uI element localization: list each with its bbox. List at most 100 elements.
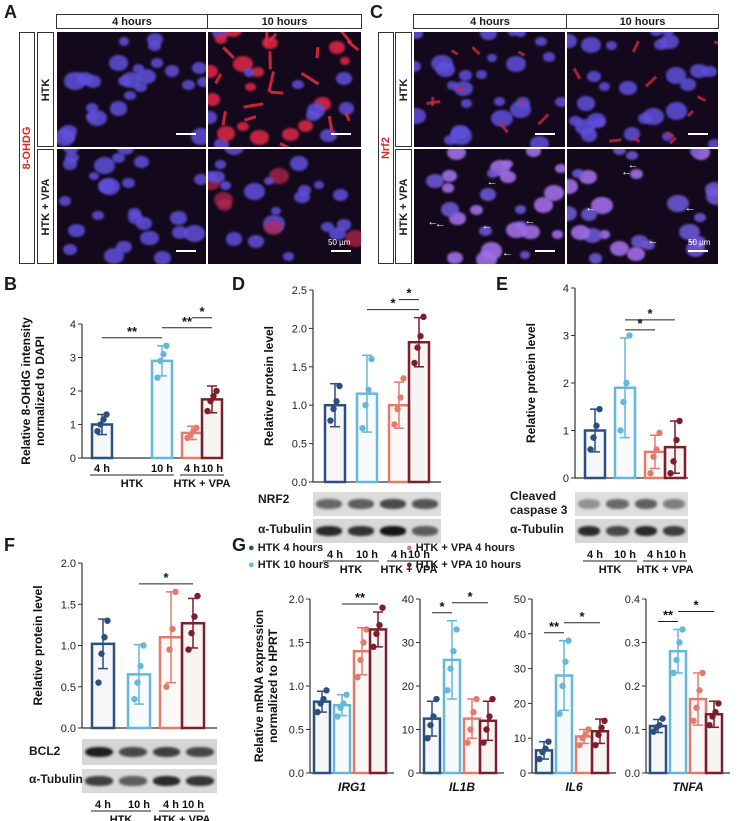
cell [502, 160, 513, 169]
significance-label: * [163, 570, 169, 585]
data-point [587, 446, 594, 453]
data-point [676, 639, 683, 646]
data-point [585, 726, 592, 733]
micrograph-a-htk-4h [56, 31, 207, 148]
micrograph-c-vpa-10h: ← ← ← ← ← ← [566, 148, 719, 265]
chart-g4: 0.00.10.20.30.4***TNFA [625, 594, 730, 794]
cell [667, 194, 689, 212]
blot-band [152, 746, 181, 758]
data-point [699, 669, 706, 677]
cell [543, 185, 564, 202]
cell [250, 129, 269, 145]
data-point [154, 374, 161, 381]
cell [533, 197, 554, 213]
cell [555, 97, 565, 108]
data-point [659, 715, 666, 722]
y-tick-label: 0.0 [292, 477, 307, 489]
y-tick-label: 4 [70, 319, 76, 331]
blot-band [186, 746, 214, 758]
x-tick-label: 4 h [327, 549, 343, 561]
y-tick-label: 40 [514, 629, 526, 641]
data-point [185, 646, 192, 653]
cell [345, 230, 361, 248]
cell [313, 180, 325, 189]
cell [321, 222, 334, 233]
x-tick-label: 4 h [647, 549, 663, 561]
y-tick-label: 20 [402, 681, 414, 693]
legend-g: ● HTK 4 hours ● HTK 10 hours [248, 540, 329, 574]
cell [136, 217, 153, 230]
y-tick-label: 1.0 [289, 681, 304, 693]
y-tick-label: 1.0 [61, 641, 76, 653]
panel-label-c: C [370, 2, 383, 22]
cell [219, 181, 231, 191]
data-point [427, 721, 434, 729]
data-point [667, 470, 674, 477]
data-point [343, 691, 350, 698]
cell [243, 182, 265, 200]
cell [610, 240, 630, 256]
col-header-4h-a: 4 hours [56, 14, 208, 29]
significance-label: * [199, 304, 205, 319]
data-point [486, 713, 493, 720]
group-label: HTK + VPA [154, 814, 211, 821]
blot-band [578, 499, 601, 509]
cell [151, 58, 164, 68]
cell [661, 132, 673, 142]
arrow-icon: ← [647, 235, 659, 248]
arrow-icon: ← [486, 175, 498, 188]
micrograph-a-vpa-4h [56, 148, 207, 265]
scale-bar [176, 133, 196, 135]
data-point [193, 424, 200, 432]
cell [589, 253, 602, 264]
micrograph-a-vpa-10h [207, 148, 362, 265]
y-tick-label: 2.5 [292, 285, 307, 297]
x-tick-label: 10 h [356, 549, 378, 561]
row-label-htkvpa-c: HTK + VPA [395, 149, 412, 264]
y-tick-label: 2 [563, 378, 569, 390]
data-point [163, 342, 170, 349]
cell [270, 207, 281, 216]
arrow-icon: ← [585, 202, 597, 215]
cell [282, 128, 299, 142]
x-tick-label: 4 h [587, 549, 603, 561]
y-tick-label: 0.5 [289, 725, 304, 737]
cell [153, 250, 172, 264]
y-tick-label: 1.5 [292, 362, 307, 374]
cell [87, 110, 108, 127]
significance-label: * [693, 597, 699, 612]
data-point [556, 710, 563, 718]
data-point [656, 721, 663, 729]
data-point [545, 738, 552, 745]
data-point [163, 683, 170, 690]
cell [459, 70, 472, 81]
data-point [334, 713, 341, 720]
cell [214, 159, 227, 170]
data-point [562, 658, 569, 665]
group-label: HTK [121, 478, 144, 490]
significance-label: * [406, 286, 412, 301]
y-tick-label: 0.0 [289, 768, 304, 780]
data-point [210, 392, 217, 400]
y-axis-label: Relative protein level [524, 323, 538, 443]
arrow-icon: ← [501, 247, 513, 260]
cell [62, 149, 79, 154]
y-tick-label: 3 [70, 353, 76, 365]
data-point [647, 470, 654, 477]
cell [575, 119, 595, 136]
y-tick-label: 0.3 [625, 638, 640, 650]
cell [128, 208, 142, 219]
cell [122, 178, 136, 189]
arrow-icon: ← [427, 215, 439, 228]
cell [338, 102, 355, 115]
data-point [336, 382, 343, 390]
y-tick-label: 30 [514, 664, 526, 676]
cell [243, 67, 255, 77]
cell [134, 155, 149, 168]
cell [637, 112, 652, 125]
legend-item-vpa10: ● HTK + VPA 10 hours [406, 559, 522, 571]
data-point [706, 721, 713, 729]
cell [132, 64, 145, 74]
gene-label: TNFA [672, 780, 703, 794]
cell [555, 163, 565, 173]
